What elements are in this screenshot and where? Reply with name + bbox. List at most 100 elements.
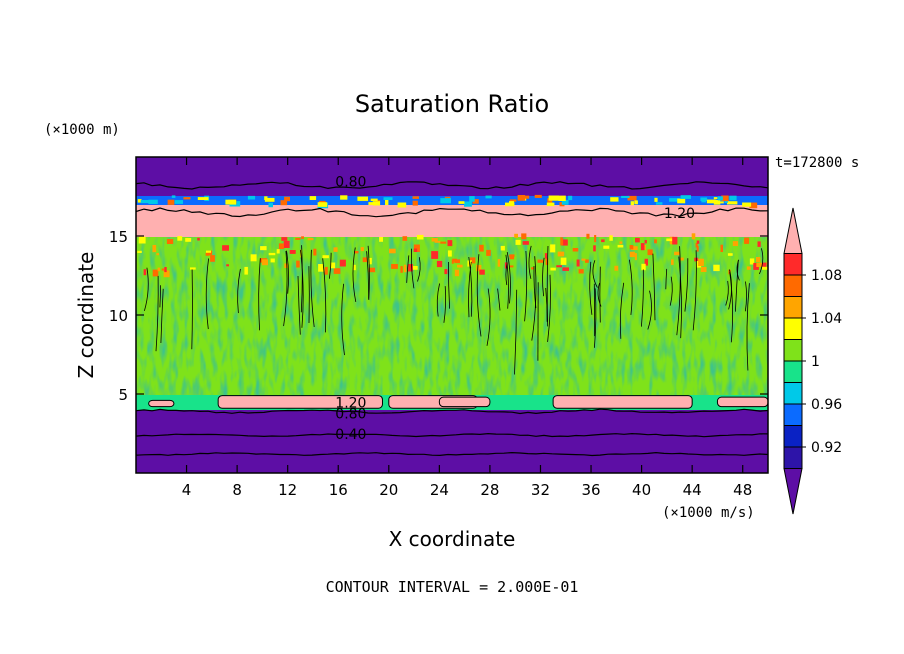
texture-speckle — [534, 194, 542, 198]
texture-speckle — [680, 195, 691, 199]
texture-speckle — [247, 195, 256, 200]
contour-line — [468, 261, 472, 318]
x-tick-label: 24 — [430, 481, 449, 499]
contour-line — [286, 250, 289, 294]
contour-line — [144, 267, 149, 312]
texture-speckle — [197, 197, 209, 200]
texture-speckle — [470, 257, 476, 264]
contour-line — [545, 287, 548, 322]
texture-speckle — [296, 260, 300, 268]
texture-speckle — [560, 257, 567, 265]
colorbar-label: 0.92 — [811, 440, 842, 456]
contour-line — [486, 288, 491, 346]
texture-speckle — [402, 236, 408, 241]
colorbar-label: 1.08 — [811, 268, 842, 284]
texture-speckle — [403, 264, 407, 273]
contour-line — [506, 252, 511, 304]
texture-speckle — [330, 262, 336, 269]
texture-speckle — [603, 245, 610, 249]
texture-speckle — [454, 259, 460, 264]
time-label: t=172800 s — [775, 155, 859, 171]
texture-speckle — [190, 267, 196, 270]
contour-line — [669, 276, 673, 306]
texture-speckle — [715, 201, 724, 204]
texture-speckle — [222, 245, 229, 251]
texture-speckle — [546, 202, 555, 207]
y-tick-label: 10 — [109, 307, 128, 325]
texture-speckle — [700, 266, 707, 272]
contour-line — [237, 268, 241, 314]
texture-speckle — [756, 262, 763, 267]
texture-speckle — [280, 200, 288, 206]
texture-speckle — [479, 244, 484, 252]
x-tick-label: 20 — [379, 481, 398, 499]
colorbar-label: 0.96 — [811, 397, 842, 413]
texture-speckle — [268, 202, 273, 208]
x-tick-label: 40 — [632, 481, 651, 499]
texture-speckle — [558, 195, 566, 201]
contour-line — [684, 258, 689, 312]
texture-speckle — [749, 258, 755, 265]
texture-speckle — [411, 266, 418, 270]
contour-line — [258, 258, 261, 331]
texture-speckle — [457, 264, 463, 268]
contour-line — [367, 245, 370, 301]
texture-speckle — [698, 258, 704, 266]
texture-speckle — [729, 195, 737, 201]
texture-speckle — [143, 269, 147, 276]
texture-speckle — [672, 236, 678, 245]
cloud-base-blob — [716, 396, 768, 408]
contour-line — [735, 260, 739, 312]
texture-speckle — [264, 197, 275, 202]
texture-speckle — [206, 250, 211, 253]
y-unit-label: (×1000 m) — [44, 122, 120, 138]
texture-speckle — [183, 197, 191, 200]
colorbar-cell — [783, 425, 803, 448]
texture-speckle — [550, 267, 556, 271]
texture-speckle — [225, 199, 237, 205]
texture-speckle — [742, 202, 752, 207]
texture-speckle — [627, 195, 637, 201]
texture-speckle — [547, 198, 553, 205]
colorbar-label: 1 — [811, 354, 820, 370]
texture-speckle — [515, 239, 521, 245]
colorbar-cell — [783, 339, 803, 362]
texture-speckle — [550, 244, 556, 253]
contour-line — [619, 282, 625, 339]
texture-speckle — [431, 237, 438, 242]
contour-label: 0.40 — [335, 427, 366, 443]
texture-speckle — [717, 196, 723, 201]
texture-speckle — [413, 248, 418, 252]
texture-speckle — [561, 199, 569, 205]
texture-speckle — [368, 267, 376, 273]
contour-line — [283, 250, 288, 327]
texture-speckle — [177, 236, 183, 241]
texture-speckle — [746, 266, 751, 270]
texture-speckle — [163, 270, 170, 278]
texture-speckle — [629, 245, 634, 250]
texture-speckle — [397, 202, 407, 208]
contour-label: 1.20 — [335, 395, 366, 411]
texture-speckle — [260, 246, 267, 251]
texture-speckle — [412, 196, 419, 199]
contour-line — [160, 288, 164, 344]
texture-speckle — [357, 196, 368, 201]
texture-speckle — [164, 267, 167, 273]
contour-line — [676, 246, 681, 336]
texture-speckle — [444, 269, 448, 275]
colorbar-cell — [783, 253, 803, 276]
texture-speckle — [476, 265, 482, 272]
colorbar-label: 1.04 — [811, 311, 842, 327]
texture-speckle — [167, 199, 175, 205]
texture-speckle — [544, 253, 548, 259]
y-tick-label: 5 — [118, 386, 128, 404]
contour-label: 1.20 — [664, 206, 695, 222]
texture-speckle — [578, 269, 584, 274]
texture-speckle — [276, 249, 280, 254]
contour-line — [524, 250, 528, 322]
texture-speckle — [517, 195, 526, 201]
contour-line — [136, 207, 768, 218]
texture-speckle — [617, 244, 624, 248]
texture-speckle — [197, 237, 200, 241]
contour-line — [652, 253, 656, 321]
